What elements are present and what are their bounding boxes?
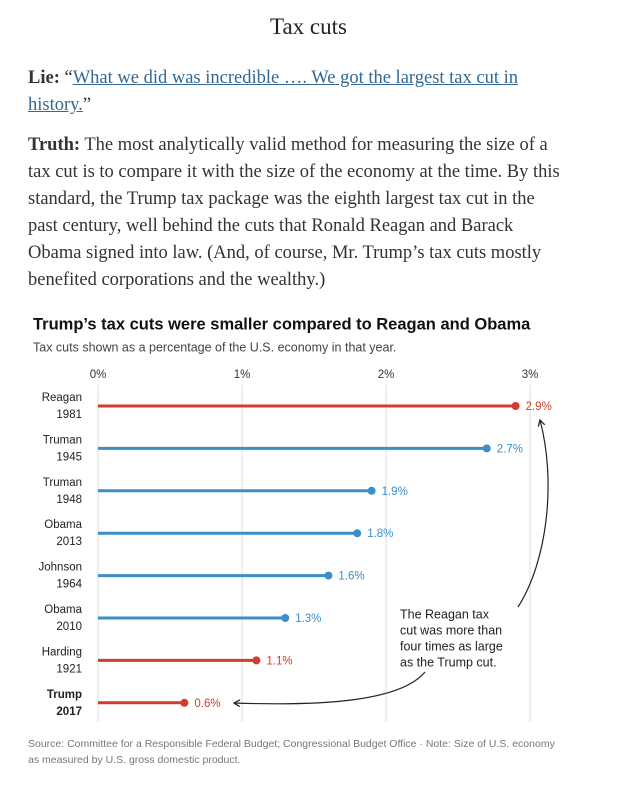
- value-label: 2.9%: [526, 401, 552, 413]
- annotation-arrow: [517, 418, 549, 608]
- lie-label: Lie:: [28, 68, 60, 88]
- category-label: Obama: [44, 519, 82, 531]
- category-year: 1948: [56, 494, 82, 506]
- truth-text: The most analytically valid method for m…: [28, 135, 560, 290]
- bar-end-dot: [180, 698, 189, 707]
- category-label: Reagan: [42, 392, 82, 404]
- bar-end-dot: [324, 571, 333, 580]
- source-note: Source: Committee for a Responsible Fede…: [28, 738, 555, 766]
- category-year: 1945: [56, 451, 82, 463]
- category-label: Trump: [47, 689, 82, 701]
- value-label: 1.1%: [266, 655, 292, 667]
- bar-end-dot: [367, 486, 376, 495]
- quote-mark: ”: [82, 95, 92, 115]
- category-label: Truman: [43, 477, 82, 489]
- truth-label: Truth:: [28, 135, 81, 155]
- bar-end-dot: [281, 614, 290, 622]
- annotation-arrow: [232, 671, 426, 708]
- value-label: 1.8%: [367, 528, 393, 540]
- bar-end-dot: [511, 402, 520, 410]
- lie-paragraph: Lie: “What we did was incredible …. We g…: [28, 65, 568, 119]
- annotation-text: as the Trump cut.: [400, 655, 497, 669]
- value-label: 1.9%: [382, 486, 408, 498]
- category-year: 1964: [56, 579, 82, 591]
- category-year: 1981: [56, 409, 82, 421]
- category-year: 2010: [56, 621, 82, 633]
- category-year: 2017: [56, 706, 82, 718]
- value-label: 1.3%: [295, 613, 321, 625]
- category-label: Johnson: [39, 562, 82, 574]
- value-label: 2.7%: [497, 443, 523, 455]
- category-label: Obama: [44, 604, 82, 616]
- category-label: Truman: [43, 434, 82, 446]
- title: Tax cuts: [270, 14, 347, 39]
- quote-mark: “: [64, 68, 73, 88]
- x-tick-label: 2%: [378, 369, 395, 381]
- quote-link[interactable]: What we did was incredible …. We got the…: [28, 68, 519, 115]
- chart-title: Trump’s tax cuts were smaller compared t…: [33, 315, 531, 333]
- annotation-text: cut was more than: [400, 623, 502, 637]
- x-tick-label: 3%: [522, 369, 539, 381]
- bar-end-dot: [353, 529, 362, 538]
- bar-end-dot: [482, 444, 491, 453]
- x-tick-label: 0%: [90, 369, 107, 381]
- value-label: 0.6%: [194, 698, 220, 710]
- category-year: 1921: [56, 663, 82, 675]
- annotation-text: four times as large: [400, 639, 503, 653]
- bar-end-dot: [252, 656, 261, 665]
- x-tick-label: 1%: [234, 369, 251, 381]
- annotation-text: The Reagan tax: [400, 607, 490, 621]
- value-label: 1.6%: [338, 571, 364, 583]
- chart-subtitle: Tax cuts shown as a percentage of the U.…: [33, 340, 396, 354]
- category-label: Harding: [42, 646, 82, 658]
- chart: Trump’s tax cuts were smaller compared t…: [33, 315, 552, 722]
- truth-paragraph: Truth: The most analytically valid metho…: [28, 132, 568, 294]
- category-year: 2013: [56, 536, 82, 548]
